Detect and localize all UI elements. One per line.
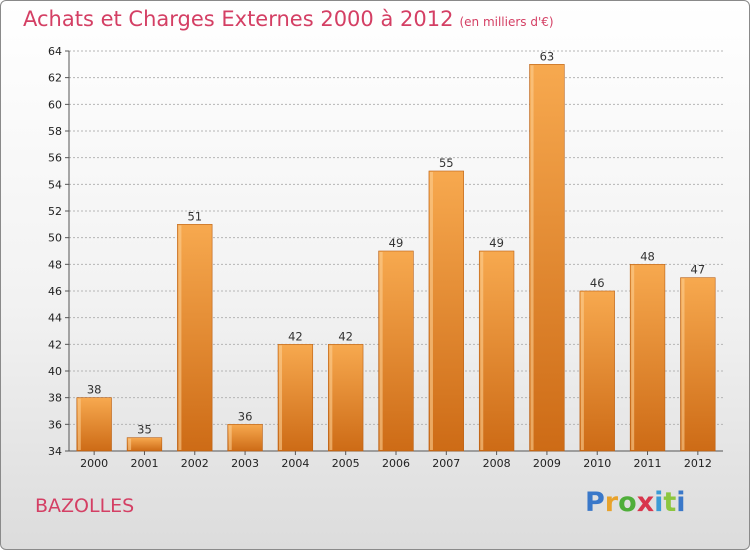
place-name: BAZOLLES [35, 495, 135, 517]
x-tick-label: 2009 [533, 457, 561, 470]
bar-value-label: 46 [590, 276, 605, 290]
bar-highlight [228, 425, 232, 450]
bars [76, 64, 716, 452]
bar-value-label: 49 [489, 236, 504, 250]
chart-title: Achats et Charges Externes 2000 à 2012 (e… [23, 7, 554, 31]
bar [378, 250, 414, 452]
x-tick-label: 2006 [382, 457, 410, 470]
y-tick-label: 56 [48, 152, 62, 165]
bar [579, 290, 615, 452]
x-tick-label: 2004 [281, 457, 309, 470]
y-tick-label: 62 [48, 72, 62, 85]
bar-value-label: 36 [238, 409, 253, 423]
y-tick-label: 58 [48, 125, 62, 138]
bar [177, 224, 213, 452]
bar-value-label: 38 [87, 383, 102, 397]
bar-highlight [178, 225, 182, 450]
bar-value-label: 42 [288, 329, 303, 343]
bar [227, 424, 263, 452]
y-tick-label: 50 [48, 232, 62, 245]
x-tick-label: 2011 [634, 457, 662, 470]
y-tick-label: 34 [48, 445, 62, 458]
bar-highlight [480, 252, 484, 450]
bar-highlight [329, 345, 333, 450]
bar-highlight [379, 252, 383, 450]
y-tick-label: 64 [48, 45, 62, 58]
bar-highlight [681, 278, 685, 450]
bar-value-label: 49 [389, 236, 404, 250]
bar [680, 277, 716, 452]
bar-value-label: 42 [338, 329, 353, 343]
x-tick-label: 2003 [231, 457, 259, 470]
bar [277, 344, 314, 452]
x-tick-label: 2000 [80, 457, 108, 470]
data-labels: 38 35 51 36 42 42 49 55 49 63 46 48 47 [87, 49, 705, 436]
y-tick-label: 36 [48, 418, 62, 431]
bar-value-label: 48 [640, 249, 655, 263]
bar [76, 397, 112, 452]
y-tick-label: 42 [48, 338, 62, 351]
bar-highlight [429, 172, 433, 450]
x-tick-label: 2008 [483, 457, 511, 470]
bar [629, 264, 666, 452]
bar [529, 64, 565, 452]
y-tick-label: 46 [48, 285, 62, 298]
bar [478, 250, 515, 452]
y-tick-label: 38 [48, 392, 62, 405]
bar-highlight [279, 345, 283, 450]
y-tick-label: 44 [48, 312, 62, 325]
bar [126, 437, 163, 452]
bar [328, 344, 364, 452]
y-tick-label: 40 [48, 365, 62, 378]
bar-value-label: 63 [540, 49, 555, 63]
proxiti-logo: Proxiti [585, 487, 686, 518]
y-tick-label: 48 [48, 258, 62, 271]
bar [428, 170, 464, 452]
y-tick-label: 54 [48, 178, 62, 191]
title-text: Achats et Charges Externes 2000 à 2012 [23, 7, 454, 31]
bar-highlight [631, 265, 635, 450]
bar-value-label: 55 [439, 156, 454, 170]
bar-value-label: 51 [187, 209, 202, 223]
bar-highlight [77, 398, 81, 450]
title-unit: (en milliers d'€) [459, 15, 554, 29]
y-tick-label: 52 [48, 205, 62, 218]
bar-value-label: 35 [137, 423, 152, 437]
y-tick-label: 60 [48, 98, 62, 111]
x-tick-label: 2002 [181, 457, 209, 470]
x-tick-label: 2012 [684, 457, 712, 470]
bar-highlight [128, 438, 132, 450]
bar-value-label: 47 [691, 263, 706, 277]
x-tick-label: 2001 [130, 457, 158, 470]
x-tick-label: 2005 [332, 457, 360, 470]
bar-highlight [580, 292, 584, 450]
x-tick-label: 2007 [432, 457, 460, 470]
x-tick-label: 2010 [583, 457, 611, 470]
bar-highlight [530, 65, 534, 450]
